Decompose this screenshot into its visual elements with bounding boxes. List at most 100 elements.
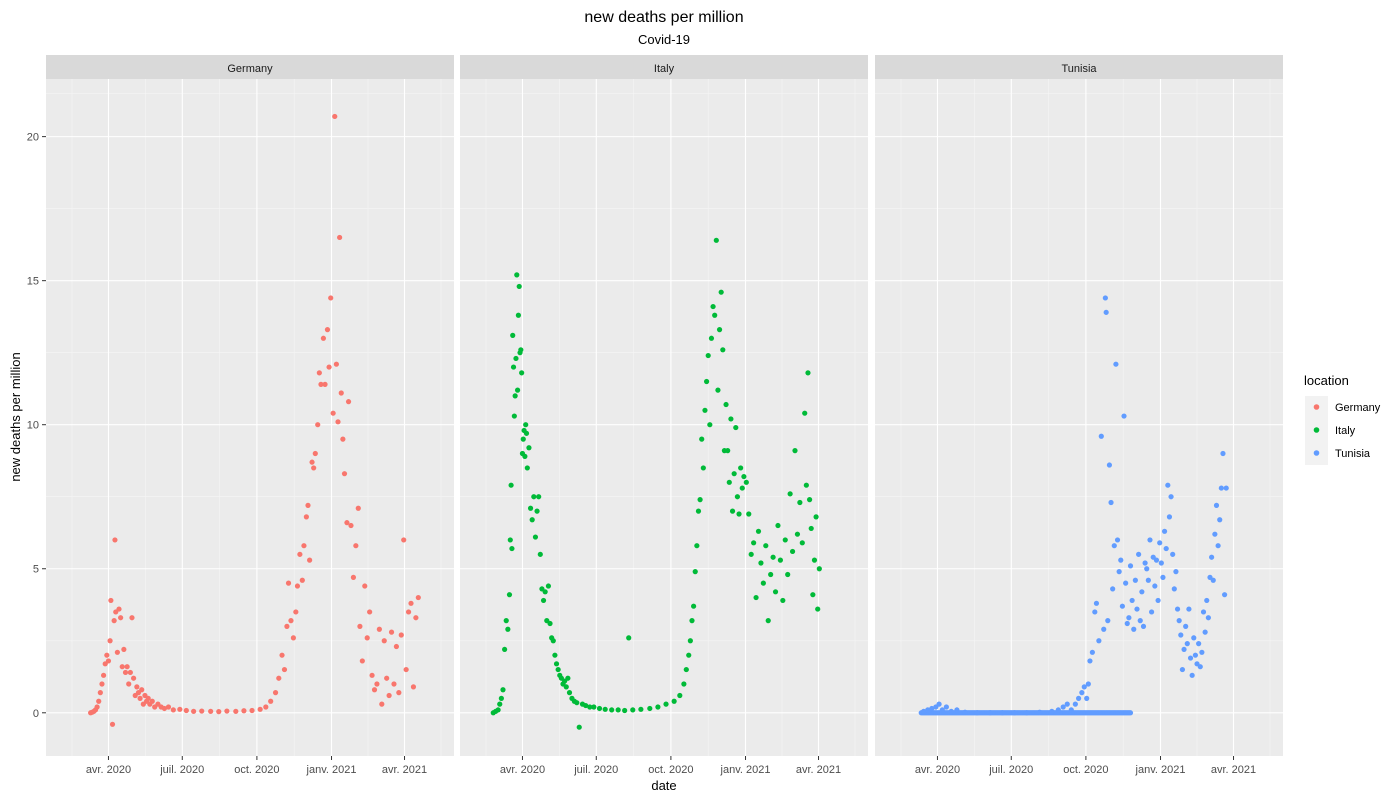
data-point [328, 295, 334, 301]
data-point [765, 618, 771, 624]
data-point [149, 698, 155, 704]
data-point [811, 557, 818, 563]
data-point [1187, 655, 1194, 661]
data-point [1113, 361, 1119, 367]
data-point [126, 681, 132, 687]
data-point [94, 704, 100, 710]
data-point [536, 494, 542, 500]
legend-entry: Italy [1335, 425, 1356, 437]
data-point [758, 560, 764, 566]
data-point [513, 355, 519, 362]
data-point [1217, 517, 1223, 523]
data-point [748, 551, 754, 557]
data-point [1171, 586, 1177, 592]
data-point [689, 618, 695, 624]
data-point [770, 554, 776, 560]
data-point [1196, 641, 1202, 647]
data-point [1081, 684, 1087, 690]
data-point [396, 690, 402, 696]
data-point [692, 569, 698, 575]
data-point [921, 708, 927, 714]
data-point [1192, 652, 1198, 658]
data-point [1106, 462, 1113, 468]
data-point [929, 705, 935, 712]
legend: location Germany Italy Tunisia [1304, 373, 1381, 465]
data-point [805, 370, 811, 376]
legend-marker [1313, 450, 1320, 456]
data-point [699, 436, 705, 442]
data-point [312, 450, 318, 457]
data-point [122, 669, 129, 676]
data-point [1096, 638, 1102, 644]
data-point [111, 618, 117, 624]
data-point [510, 364, 517, 370]
data-point [1160, 574, 1166, 580]
data-point [307, 557, 313, 563]
data-point [574, 700, 580, 706]
data-point [506, 592, 513, 598]
x-tick-label: avr. 2020 [500, 764, 545, 776]
data-point [663, 701, 669, 707]
data-point [768, 571, 774, 578]
data-point [386, 692, 392, 699]
data-point [683, 666, 689, 673]
panel-tunisia: Tunisia avr. 2020 juil. 2020 oct. 2020 janv.… [875, 55, 1283, 776]
data-point [241, 708, 247, 714]
data-point [1178, 632, 1184, 638]
data-point [523, 422, 529, 428]
data-point [1123, 580, 1129, 586]
data-point [199, 708, 205, 714]
data-point [731, 471, 737, 477]
data-point [948, 708, 954, 714]
data-point [338, 390, 344, 396]
data-point [357, 623, 363, 629]
data-point [1129, 597, 1135, 604]
data-point [1189, 672, 1195, 678]
data-point [96, 698, 102, 704]
data-point [511, 413, 517, 419]
legend-entry: Germany [1335, 402, 1381, 414]
data-point [609, 707, 615, 713]
data-point [697, 497, 703, 503]
y-tick-label: 0 [33, 708, 39, 720]
data-point [1139, 589, 1145, 595]
data-point [954, 707, 960, 713]
data-point [734, 494, 741, 500]
data-point [1205, 615, 1211, 621]
data-point [1157, 540, 1163, 546]
data-point [272, 690, 279, 696]
data-point [1218, 485, 1224, 491]
data-point [279, 652, 285, 658]
data-point [518, 347, 524, 353]
facet-panels: Germany 0 5 10 15 20 avr. 2020 juil. 2020 oct. 2… [27, 55, 1283, 776]
data-point [391, 681, 397, 687]
data-point [542, 589, 548, 595]
data-point [131, 675, 137, 681]
data-point [1134, 606, 1140, 612]
data-point [1102, 295, 1108, 301]
x-tick-label: juil. 2020 [573, 764, 618, 776]
y-tick-label: 20 [27, 132, 39, 144]
data-point [268, 698, 274, 704]
data-point [1098, 433, 1104, 439]
data-point [309, 459, 315, 465]
data-point [553, 661, 560, 667]
data-point [348, 522, 354, 529]
data-point [545, 583, 552, 589]
data-point [516, 283, 522, 290]
data-point [687, 638, 693, 644]
data-point [341, 471, 348, 477]
data-point [345, 399, 352, 405]
data-point [1199, 649, 1205, 655]
data-point [1200, 609, 1207, 615]
facet-strip [875, 55, 1283, 79]
data-point [316, 370, 322, 376]
data-point [114, 649, 120, 655]
data-point [305, 502, 311, 508]
data-point [695, 508, 702, 514]
data-point [116, 606, 122, 612]
data-point [1087, 658, 1093, 664]
data-point [318, 381, 324, 387]
facet-strip-label: Italy [654, 63, 675, 75]
data-point [566, 690, 573, 696]
